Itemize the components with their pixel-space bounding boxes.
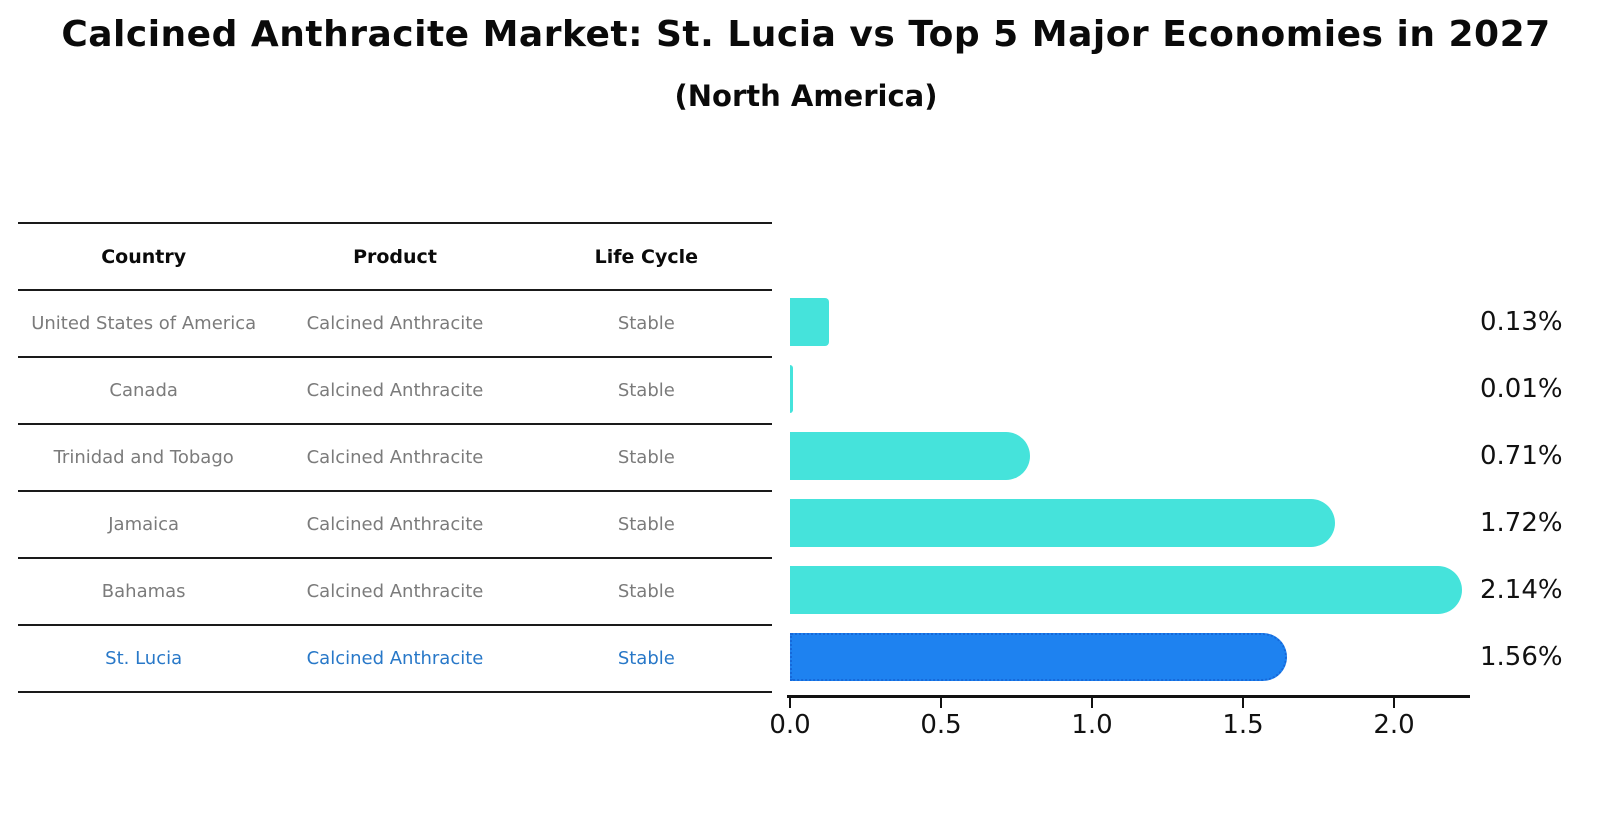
bar-value-label: 2.14% bbox=[1480, 575, 1563, 605]
bar-value-label: 1.56% bbox=[1480, 642, 1563, 672]
header-life-cycle: Life Cycle bbox=[594, 245, 699, 268]
bar-value-label: 0.01% bbox=[1480, 374, 1563, 404]
header-product: Product bbox=[353, 245, 437, 268]
cell-life-cycle: Stable bbox=[617, 514, 675, 535]
cell-country: United States of America bbox=[31, 313, 257, 334]
x-axis-tick-label: 0.5 bbox=[920, 710, 962, 740]
table-body: United States of America Calcined Anthra… bbox=[18, 291, 772, 693]
bar bbox=[790, 499, 1336, 547]
bar bbox=[790, 566, 1463, 614]
x-axis-tick bbox=[789, 698, 791, 708]
cell-life-cycle: Stable bbox=[617, 648, 675, 669]
bar bbox=[790, 298, 830, 346]
cell-country: Trinidad and Tobago bbox=[53, 447, 234, 468]
cell-life-cycle: Stable bbox=[617, 581, 675, 602]
legend-table: Country Product Life Cycle United States… bbox=[18, 222, 772, 693]
cell-country: St. Lucia bbox=[105, 648, 183, 669]
x-axis-line bbox=[787, 695, 1470, 698]
table-row: Trinidad and Tobago Calcined Anthracite … bbox=[18, 425, 772, 492]
table-row: Canada Calcined Anthracite Stable bbox=[18, 358, 772, 425]
x-axis-tick-label: 1.0 bbox=[1071, 710, 1113, 740]
x-axis-tick bbox=[940, 698, 942, 708]
x-axis-tick-label: 0.0 bbox=[769, 710, 811, 740]
x-axis-tick-label: 1.5 bbox=[1222, 710, 1264, 740]
cell-country: Bahamas bbox=[101, 581, 186, 602]
cell-product: Calcined Anthracite bbox=[306, 380, 484, 401]
x-axis-tick bbox=[1242, 698, 1244, 708]
chart-title: Calcined Anthracite Market: St. Lucia vs… bbox=[61, 14, 1551, 55]
chart-subtitle: (North America) bbox=[674, 79, 938, 113]
bar-highlight bbox=[790, 633, 1288, 681]
cell-life-cycle: Stable bbox=[617, 313, 675, 334]
table-row: St. Lucia Calcined Anthracite Stable bbox=[18, 626, 772, 693]
cell-country: Canada bbox=[109, 380, 178, 401]
table-header-row: Country Product Life Cycle bbox=[18, 224, 772, 291]
bar-value-label: 0.13% bbox=[1480, 307, 1563, 337]
cell-product: Calcined Anthracite bbox=[306, 648, 484, 669]
x-axis-tick-label: 2.0 bbox=[1373, 710, 1415, 740]
table-row: United States of America Calcined Anthra… bbox=[18, 291, 772, 358]
cell-product: Calcined Anthracite bbox=[306, 313, 484, 334]
bar-value-label: 0.71% bbox=[1480, 441, 1563, 471]
cell-product: Calcined Anthracite bbox=[306, 447, 484, 468]
bar bbox=[790, 365, 794, 413]
cell-life-cycle: Stable bbox=[617, 447, 675, 468]
header-country: Country bbox=[101, 245, 187, 268]
x-axis-tick bbox=[1393, 698, 1395, 708]
bar-value-label: 1.72% bbox=[1480, 508, 1563, 538]
cell-product: Calcined Anthracite bbox=[306, 581, 484, 602]
table-row: Jamaica Calcined Anthracite Stable bbox=[18, 492, 772, 559]
cell-life-cycle: Stable bbox=[617, 380, 675, 401]
x-axis-tick bbox=[1091, 698, 1093, 708]
bar bbox=[790, 432, 1031, 480]
cell-country: Jamaica bbox=[108, 514, 180, 535]
table-row: Bahamas Calcined Anthracite Stable bbox=[18, 559, 772, 626]
cell-product: Calcined Anthracite bbox=[306, 514, 484, 535]
